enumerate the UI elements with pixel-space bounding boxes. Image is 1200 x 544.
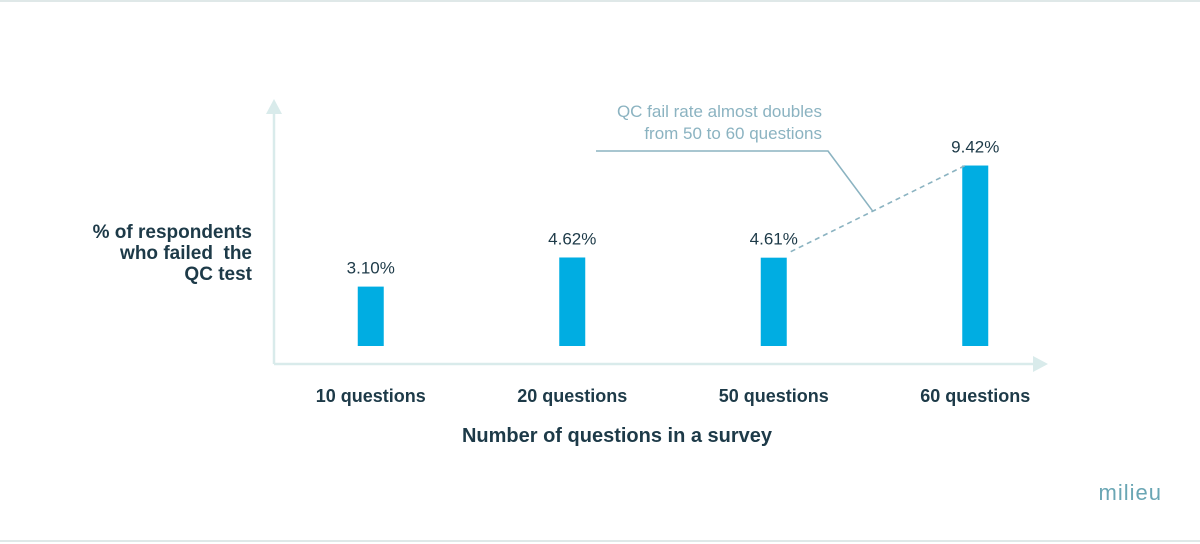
bar-10-questions	[357, 286, 384, 346]
trend-dashed-line	[790, 164, 966, 253]
annotation-text: QC fail rate almost doubles	[617, 102, 822, 121]
x-tick-label: 60 questions	[920, 386, 1030, 406]
x-tick-label: 50 questions	[719, 386, 829, 406]
data-label: 9.42%	[951, 138, 999, 157]
x-axis-arrow	[1033, 356, 1048, 372]
bar-50-questions	[760, 257, 787, 346]
data-label: 3.10%	[347, 259, 395, 278]
data-label: 4.62%	[548, 229, 596, 248]
x-tick-label: 10 questions	[316, 386, 426, 406]
y-axis-label: % of respondents who failed the QC test	[40, 222, 252, 285]
x-axis	[274, 356, 1048, 372]
y-axis	[266, 99, 282, 364]
data-label: 4.61%	[750, 230, 798, 249]
annotation-text: from 50 to 60 questions	[644, 124, 822, 143]
brand-logo: milieu	[1098, 480, 1162, 505]
bar-60-questions	[962, 165, 989, 346]
annotation-leader-line	[596, 150, 874, 212]
y-axis-label-line: who failed the	[120, 243, 252, 264]
y-axis-label-line: % of respondents	[92, 222, 252, 243]
y-axis-arrow	[266, 99, 282, 114]
x-axis-label: Number of questions in a survey	[461, 425, 773, 447]
bar-20-questions	[559, 257, 586, 346]
y-axis-label-line: QC test	[184, 264, 252, 285]
x-tick-label: 20 questions	[517, 386, 627, 406]
